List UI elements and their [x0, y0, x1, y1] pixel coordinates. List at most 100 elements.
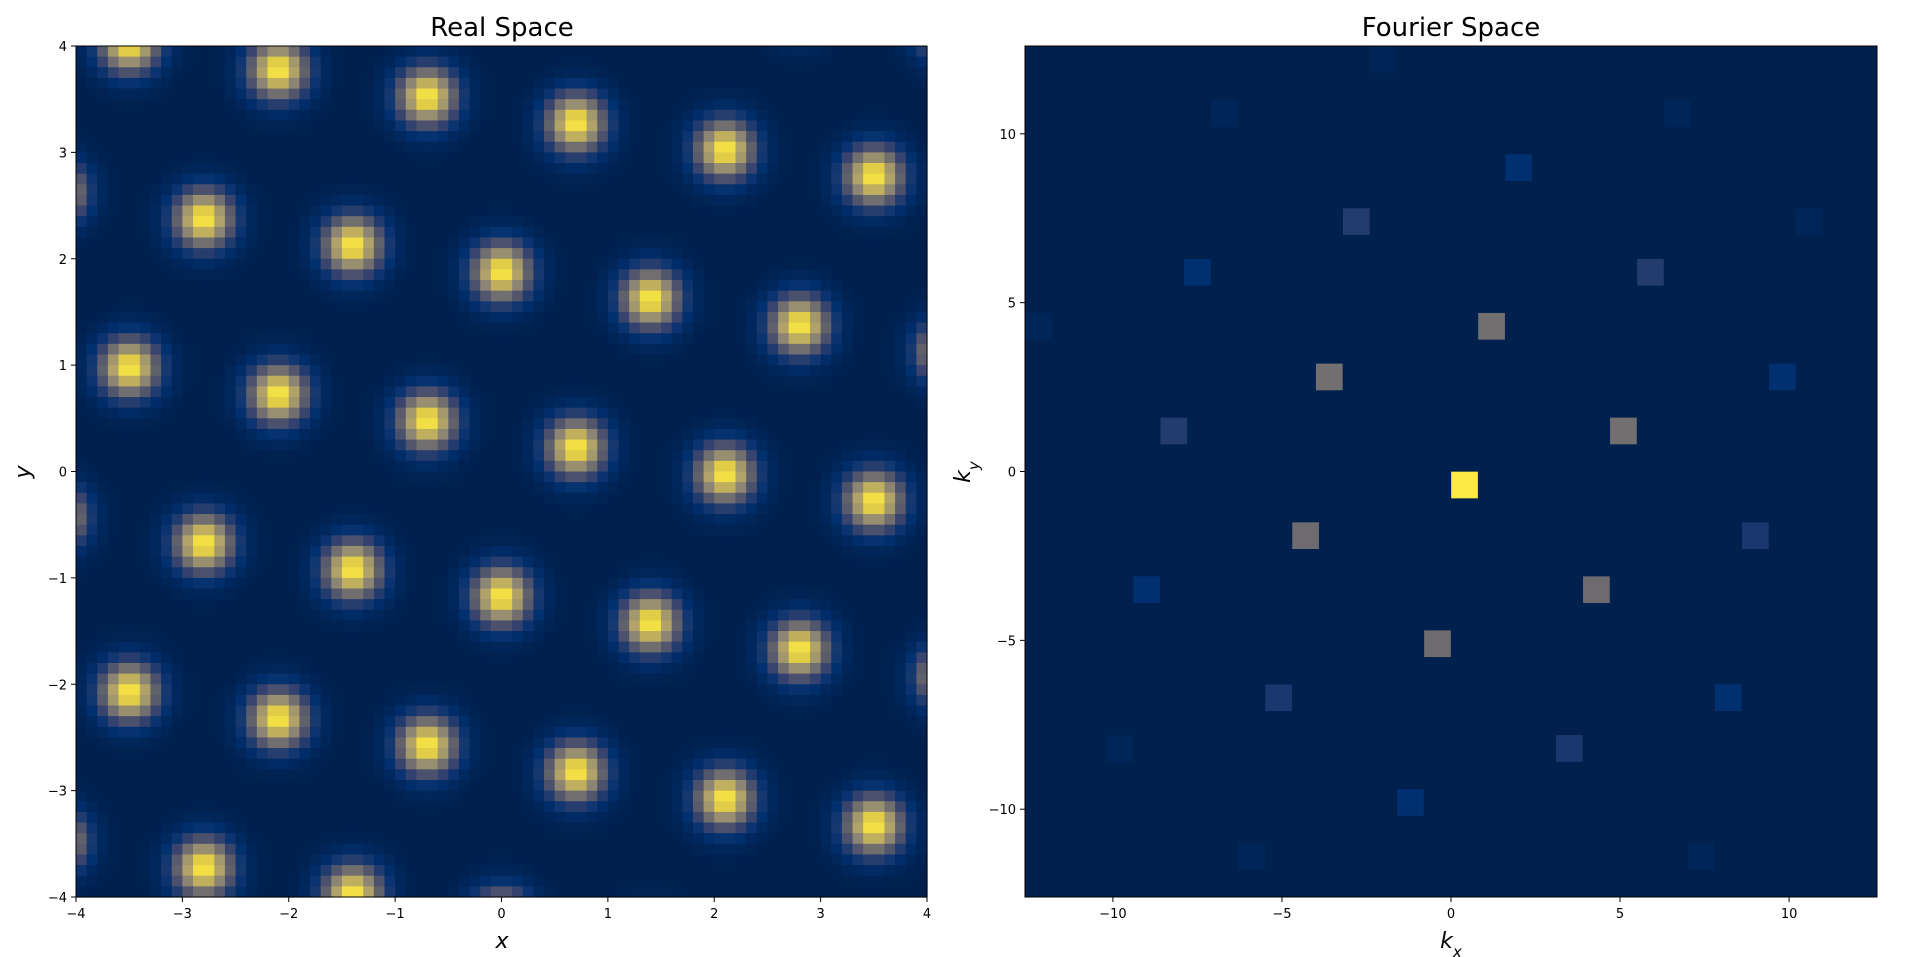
real-space-cell [256, 226, 269, 239]
real-space-cell [916, 152, 928, 164]
real-space-cell [618, 99, 630, 111]
real-space-cell [767, 290, 779, 302]
real-space-cell [767, 258, 779, 270]
real-space-cell [288, 386, 300, 398]
real-space-cell [501, 418, 513, 430]
real-space-cell [437, 482, 449, 494]
real-space-cell [76, 67, 88, 79]
real-space-cell [395, 109, 407, 122]
real-space-cell [384, 535, 396, 547]
real-space-cell [586, 397, 598, 409]
real-space-cell [501, 216, 513, 228]
real-space-cell [320, 354, 332, 366]
real-space-cell [203, 492, 215, 505]
real-space-cell [86, 514, 98, 526]
real-space-cell [724, 631, 737, 643]
real-space-cell [618, 226, 630, 239]
real-space-cell [841, 67, 854, 79]
real-space-cell [267, 471, 279, 483]
real-space-cell [299, 407, 311, 419]
real-space-cell [873, 301, 886, 313]
real-space-cell [639, 514, 652, 526]
real-space-cell [575, 56, 588, 68]
real-space-cell [76, 620, 88, 632]
real-space-cell [905, 471, 917, 483]
real-space-cell [331, 588, 343, 600]
real-space-cell [405, 418, 417, 430]
real-space-cell [139, 120, 152, 132]
real-space-cell [618, 311, 630, 324]
real-space-cell [884, 450, 896, 462]
real-space-cell [778, 141, 790, 153]
real-space-cell [246, 163, 258, 175]
real-space-cell [799, 439, 811, 451]
real-space-cell [214, 141, 226, 153]
real-space-cell [884, 226, 896, 239]
real-space-cell [809, 77, 822, 90]
real-space-cell [905, 397, 917, 409]
real-space-cell [395, 258, 407, 270]
real-space-cell [203, 460, 215, 473]
real-space-cell [86, 56, 98, 68]
real-space-cell [76, 258, 88, 270]
real-space-cell [618, 290, 630, 302]
real-space-cell [905, 152, 917, 164]
real-space-cell [320, 194, 332, 207]
real-space-cell [352, 152, 364, 164]
real-space-cell [395, 620, 407, 632]
real-space-cell [224, 514, 237, 526]
real-space-cell [171, 77, 183, 90]
real-space-cell [544, 641, 556, 653]
real-space-cell [767, 588, 779, 600]
real-space-cell [129, 269, 141, 281]
real-space-cell [171, 120, 183, 132]
real-space-cell [278, 471, 290, 483]
real-space-cell [692, 694, 705, 707]
real-space-cell [405, 503, 417, 515]
real-space-cell [671, 163, 683, 175]
real-space-cell [597, 492, 609, 505]
real-space-cell [522, 269, 535, 281]
real-space-cell [469, 248, 481, 260]
real-space-cell [820, 88, 832, 100]
real-space-cell [171, 343, 183, 356]
real-space-cell [852, 386, 864, 398]
real-space-cell [788, 514, 800, 526]
real-space-cell [618, 556, 630, 568]
real-space-cell [458, 524, 471, 536]
real-space-cell [661, 237, 673, 249]
real-space-cell [373, 535, 386, 547]
real-space-cell [129, 311, 141, 324]
real-space-cell [639, 684, 652, 696]
real-space-cell [692, 450, 705, 462]
real-space-cell [799, 556, 811, 568]
real-space-cell [427, 641, 439, 653]
real-space-cell [522, 386, 535, 398]
real-space-cell [831, 428, 843, 441]
real-space-cell [533, 258, 545, 270]
real-space-cell [916, 514, 928, 526]
real-space-cell [533, 237, 545, 249]
real-space-cell [618, 88, 630, 100]
real-space-cell [714, 109, 726, 122]
real-space-cell [778, 418, 790, 430]
real-space-cell [416, 365, 428, 377]
real-space-cell [703, 397, 715, 409]
real-space-cell [139, 673, 152, 685]
real-space-cell [841, 99, 854, 111]
real-space-cell [427, 492, 439, 505]
real-space-cell [597, 258, 609, 270]
real-space-cell [607, 397, 620, 409]
real-space-cell [118, 152, 130, 164]
real-space-cell [193, 428, 205, 441]
real-space-cell [575, 216, 588, 228]
real-space-cell [852, 152, 864, 164]
real-space-cell [363, 482, 375, 494]
real-space-cell [182, 460, 194, 473]
real-space-cell [341, 152, 354, 164]
real-space-cell [97, 620, 109, 632]
real-space-cell [107, 131, 120, 143]
real-space-cell [895, 365, 907, 377]
real-space-cell [597, 141, 609, 153]
real-space-cell [363, 450, 375, 462]
